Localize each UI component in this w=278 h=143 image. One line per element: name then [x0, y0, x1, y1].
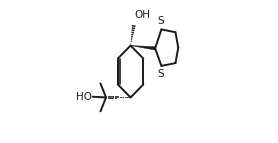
- Text: S: S: [157, 16, 164, 26]
- Text: S: S: [157, 69, 164, 79]
- Text: OH: OH: [135, 10, 151, 20]
- Polygon shape: [131, 46, 155, 50]
- Text: HO: HO: [76, 92, 92, 102]
